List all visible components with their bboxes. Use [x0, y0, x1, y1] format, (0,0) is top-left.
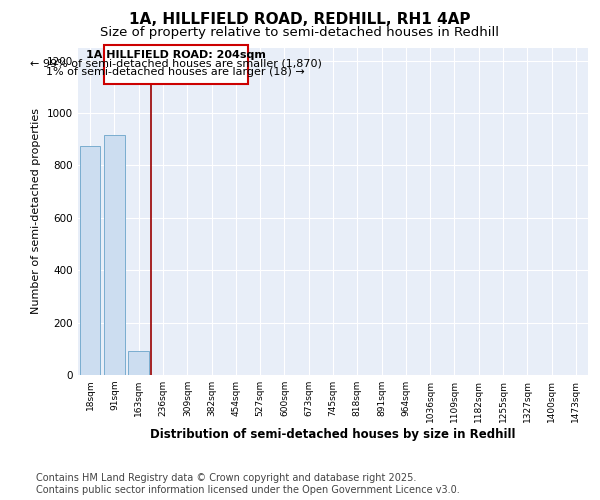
Bar — [128, 352, 149, 375]
Bar — [104, 45, 248, 84]
Text: 1% of semi-detached houses are larger (18) →: 1% of semi-detached houses are larger (1… — [46, 68, 305, 78]
Bar — [104, 136, 125, 375]
Bar — [80, 146, 100, 375]
X-axis label: Distribution of semi-detached houses by size in Redhill: Distribution of semi-detached houses by … — [150, 428, 516, 440]
Text: Contains HM Land Registry data © Crown copyright and database right 2025.
Contai: Contains HM Land Registry data © Crown c… — [36, 474, 460, 495]
Text: ← 99% of semi-detached houses are smaller (1,870): ← 99% of semi-detached houses are smalle… — [30, 58, 322, 68]
Text: Size of property relative to semi-detached houses in Redhill: Size of property relative to semi-detach… — [101, 26, 499, 39]
Text: 1A HILLFIELD ROAD: 204sqm: 1A HILLFIELD ROAD: 204sqm — [86, 50, 266, 59]
Text: 1A, HILLFIELD ROAD, REDHILL, RH1 4AP: 1A, HILLFIELD ROAD, REDHILL, RH1 4AP — [129, 12, 471, 28]
Y-axis label: Number of semi-detached properties: Number of semi-detached properties — [31, 108, 41, 314]
